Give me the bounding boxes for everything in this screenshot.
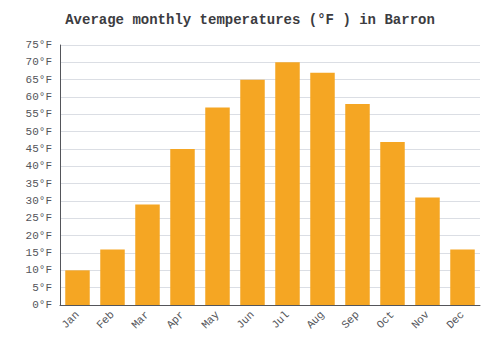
svg-text:25°F: 25°F	[26, 212, 52, 224]
svg-text:35°F: 35°F	[26, 178, 52, 190]
svg-text:Nov: Nov	[409, 308, 432, 331]
svg-text:40°F: 40°F	[26, 160, 52, 172]
svg-text:Oct: Oct	[374, 309, 396, 331]
svg-text:10°F: 10°F	[26, 264, 52, 276]
svg-text:5°F: 5°F	[32, 282, 52, 294]
svg-text:45°F: 45°F	[26, 143, 52, 155]
svg-text:60°F: 60°F	[26, 91, 52, 103]
svg-text:Sep: Sep	[339, 309, 361, 331]
svg-text:50°F: 50°F	[26, 126, 52, 138]
svg-text:75°F: 75°F	[26, 39, 52, 51]
svg-text:20°F: 20°F	[26, 230, 52, 242]
svg-text:Mar: Mar	[129, 309, 151, 331]
svg-text:Dec: Dec	[444, 309, 466, 331]
svg-text:15°F: 15°F	[26, 247, 52, 259]
svg-text:Jan: Jan	[59, 309, 81, 331]
svg-text:Apr: Apr	[164, 309, 186, 331]
svg-text:May: May	[199, 308, 222, 331]
svg-text:Jul: Jul	[269, 309, 291, 331]
svg-text:70°F: 70°F	[26, 56, 52, 68]
svg-text:30°F: 30°F	[26, 195, 52, 207]
svg-text:Feb: Feb	[94, 309, 116, 331]
svg-text:0°F: 0°F	[32, 299, 52, 311]
svg-text:Average monthly temperatures (: Average monthly temperatures (°F ) in Ba…	[65, 12, 435, 28]
svg-text:55°F: 55°F	[26, 108, 52, 120]
svg-text:Jun: Jun	[234, 309, 256, 331]
svg-text:65°F: 65°F	[26, 74, 52, 86]
svg-text:Aug: Aug	[304, 309, 326, 331]
